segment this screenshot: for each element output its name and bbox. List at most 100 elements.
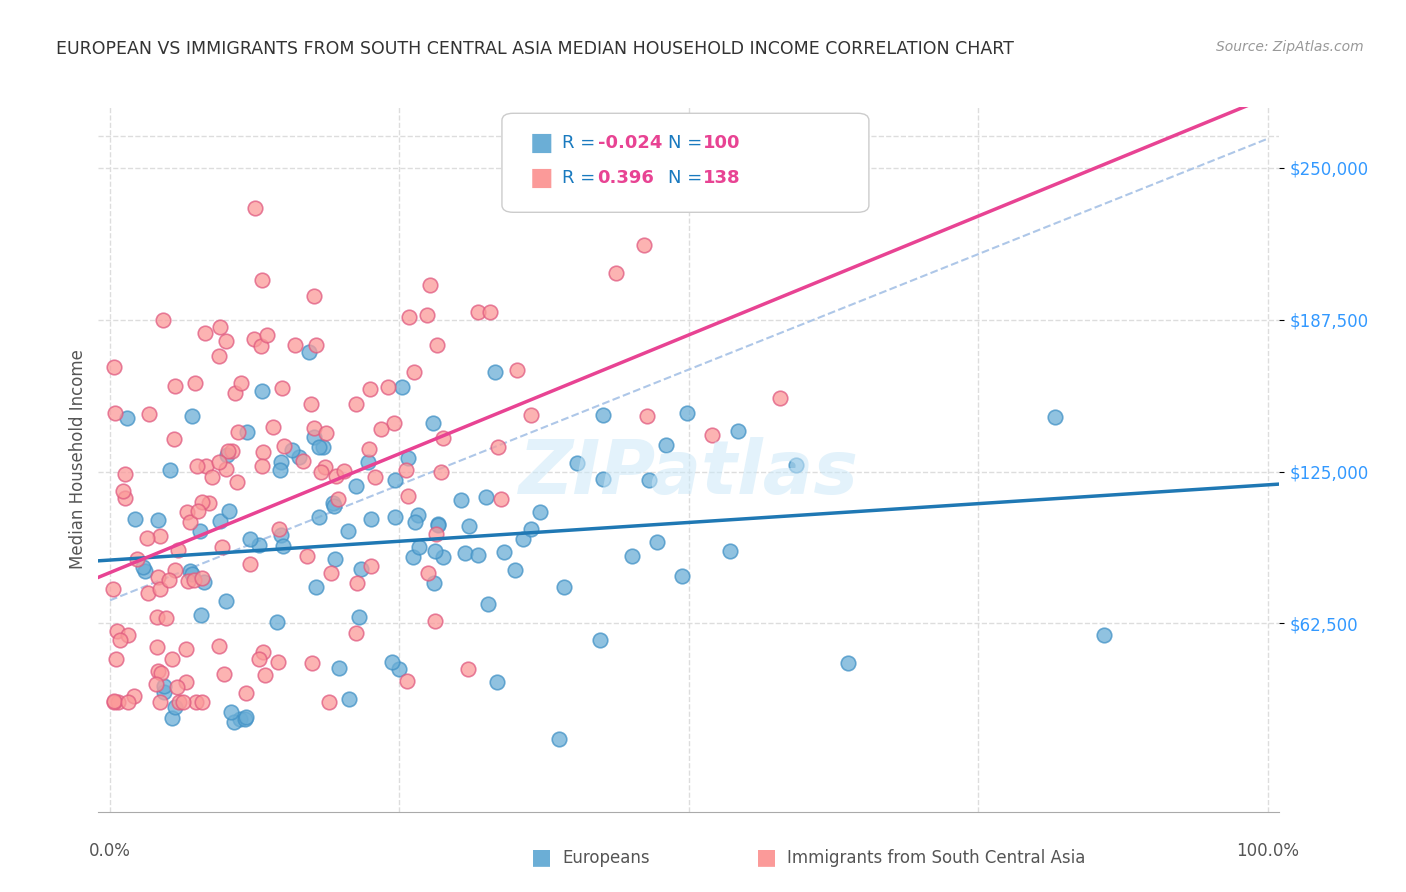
- Point: [231, 376, 253, 391]
- Point: [357, 442, 380, 456]
- Point: [298, 344, 321, 359]
- Point: [592, 408, 614, 422]
- Point: [301, 657, 323, 671]
- Point: [103, 359, 125, 374]
- Text: ■: ■: [531, 847, 551, 867]
- Text: 100.0%: 100.0%: [1236, 842, 1299, 860]
- Point: [485, 675, 508, 690]
- Point: [190, 494, 212, 508]
- Point: [115, 410, 138, 425]
- Point: [305, 580, 328, 594]
- Point: [193, 574, 215, 589]
- Point: [637, 473, 659, 487]
- Point: [426, 516, 449, 531]
- Point: [136, 586, 159, 600]
- Point: [222, 714, 245, 729]
- Point: [224, 385, 246, 400]
- Point: [187, 504, 209, 518]
- Point: [194, 326, 217, 341]
- Point: [398, 310, 420, 324]
- Point: [254, 667, 277, 681]
- Point: [291, 453, 314, 467]
- Point: [209, 515, 232, 529]
- Point: [132, 560, 155, 574]
- Point: [239, 532, 262, 546]
- Point: [720, 544, 742, 558]
- Point: [520, 522, 543, 536]
- Point: [337, 524, 360, 538]
- Point: [191, 695, 214, 709]
- Point: [266, 615, 288, 629]
- Point: [702, 428, 724, 442]
- Point: [388, 662, 411, 676]
- Point: [422, 416, 444, 430]
- Point: [457, 662, 479, 676]
- Text: Europeans: Europeans: [562, 849, 650, 867]
- Point: [322, 500, 344, 514]
- Text: 0.0%: 0.0%: [89, 842, 131, 860]
- Point: [588, 632, 610, 647]
- Point: [382, 416, 405, 430]
- Point: [416, 566, 439, 580]
- Point: [146, 664, 169, 678]
- Point: [395, 463, 418, 477]
- Point: [125, 551, 148, 566]
- Point: [159, 463, 181, 477]
- Point: [166, 680, 188, 694]
- Point: [785, 458, 807, 472]
- Point: [426, 338, 449, 352]
- Point: [415, 308, 437, 322]
- Point: [467, 548, 489, 562]
- Point: [221, 443, 243, 458]
- Point: [346, 397, 368, 411]
- Point: [406, 508, 429, 522]
- Point: [217, 443, 239, 458]
- Point: [359, 382, 381, 396]
- Point: [250, 384, 273, 398]
- Point: [235, 710, 257, 724]
- Point: [163, 432, 186, 446]
- Point: [281, 442, 304, 457]
- Point: [247, 538, 270, 552]
- Point: [381, 655, 404, 669]
- Text: EUROPEAN VS IMMIGRANTS FROM SOUTH CENTRAL ASIA MEDIAN HOUSEHOLD INCOME CORRELATI: EUROPEAN VS IMMIGRANTS FROM SOUTH CENTRA…: [56, 40, 1014, 58]
- Point: [157, 573, 180, 587]
- Point: [169, 695, 191, 709]
- Point: [112, 484, 135, 499]
- Point: [110, 632, 132, 647]
- Point: [506, 362, 529, 376]
- Point: [325, 469, 347, 483]
- Point: [520, 409, 543, 423]
- Point: [328, 661, 350, 675]
- Point: [176, 505, 198, 519]
- Point: [180, 409, 202, 423]
- Point: [256, 327, 278, 342]
- Point: [269, 522, 291, 536]
- Point: [323, 551, 346, 566]
- Point: [226, 425, 249, 439]
- Text: 100: 100: [703, 134, 741, 152]
- Point: [727, 425, 749, 439]
- Point: [308, 510, 330, 524]
- Point: [633, 237, 655, 252]
- Text: -0.024: -0.024: [598, 134, 662, 152]
- Point: [426, 518, 449, 533]
- Point: [233, 712, 256, 726]
- Point: [250, 339, 273, 353]
- Point: [592, 472, 614, 486]
- Text: 138: 138: [703, 169, 741, 187]
- Point: [314, 459, 336, 474]
- Point: [124, 512, 146, 526]
- Point: [152, 313, 174, 327]
- Point: [565, 456, 588, 470]
- Point: [225, 475, 247, 489]
- Point: [553, 580, 575, 594]
- Point: [288, 450, 311, 465]
- Point: [423, 615, 446, 629]
- Point: [430, 466, 453, 480]
- Point: [384, 509, 406, 524]
- Point: [198, 496, 221, 510]
- Text: ■: ■: [530, 131, 554, 154]
- Point: [107, 695, 129, 709]
- Point: [425, 527, 447, 541]
